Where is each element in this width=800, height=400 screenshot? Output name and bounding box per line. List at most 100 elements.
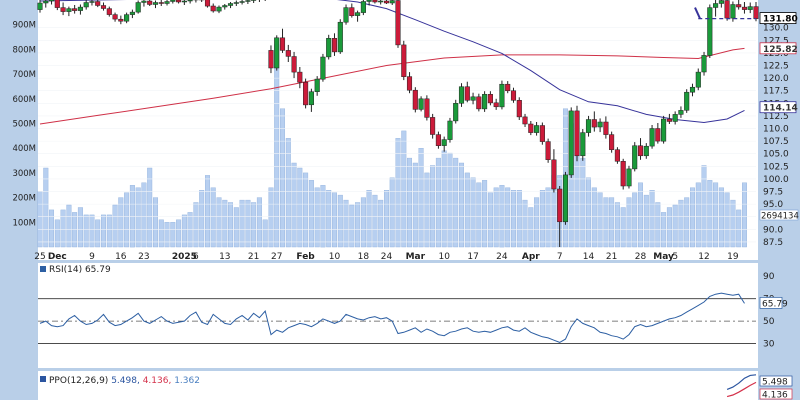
candle-body <box>603 121 609 135</box>
volume-bar <box>459 162 465 248</box>
candle-body <box>741 6 748 10</box>
volume-bar <box>453 157 459 248</box>
volume-bar <box>418 147 424 248</box>
candle-body <box>464 86 470 101</box>
candle-body <box>268 50 274 69</box>
candle-body <box>245 0 251 2</box>
candle-body <box>158 2 164 4</box>
rsi-panel-bg <box>38 263 758 368</box>
price-tick-label: 95.0 <box>763 200 783 210</box>
candle-body <box>562 174 569 223</box>
rsi-tick-label: 90 <box>763 272 775 282</box>
volume-bar <box>435 157 441 248</box>
volume-bar <box>395 138 401 248</box>
volume-bar <box>534 197 540 248</box>
x-axis-label: 21 <box>606 252 617 262</box>
x-axis-label: Dec <box>48 252 67 262</box>
volume-bar <box>384 189 390 248</box>
x-axis-label: 2025 <box>172 252 197 262</box>
candle-body <box>597 121 603 128</box>
price-tick-label: 127.5 <box>763 36 789 46</box>
candle-body <box>724 0 730 19</box>
volume-bar <box>332 192 338 248</box>
candle-body <box>534 125 540 133</box>
x-axis-label: 18 <box>358 252 370 262</box>
x-axis-label: 10 <box>438 252 450 262</box>
last-price-badge-box <box>759 12 797 25</box>
candle-body <box>522 116 528 125</box>
volume-bar <box>580 157 586 248</box>
ma-red-badge-box <box>759 42 797 55</box>
volume-tick-label: 700M <box>12 70 36 80</box>
x-axis-label: 25 <box>34 252 45 262</box>
x-axis-label: 14 <box>583 252 595 262</box>
candle-body <box>458 86 465 104</box>
ppo-signal-right-label: 4.136 <box>762 391 788 400</box>
volume-last-label: 2694134 <box>761 212 799 222</box>
volume-bar <box>256 197 262 248</box>
candle-body <box>314 78 320 92</box>
volume-bar <box>661 212 667 248</box>
ma-blue-badge-box <box>759 101 797 114</box>
volume-bar <box>245 199 251 248</box>
candle-body <box>499 83 505 108</box>
volume-bar <box>736 209 742 248</box>
candle-body <box>164 1 170 4</box>
price-tick-label: 100.0 <box>763 175 789 185</box>
volume-bar <box>291 162 297 248</box>
volume-bar <box>499 185 505 248</box>
x-axis-label: 6 <box>193 252 199 262</box>
volume-bar <box>268 187 274 248</box>
volume-bar <box>487 192 493 248</box>
candle-body <box>418 98 424 110</box>
volume-bar <box>695 182 701 248</box>
ppo-signal-right-box <box>759 388 793 400</box>
volume-bar <box>100 214 106 248</box>
candle-body <box>580 132 586 157</box>
volume-bar <box>360 197 366 248</box>
candle-body <box>568 110 574 176</box>
candle-body <box>66 8 72 12</box>
x-axis-label: 24 <box>496 252 508 262</box>
volume-bar <box>95 219 101 248</box>
volume-bar <box>516 189 522 248</box>
candle-body <box>54 0 60 8</box>
candle-body <box>251 0 257 1</box>
candle-body <box>118 18 124 22</box>
volume-bar <box>372 194 378 248</box>
candle-body <box>539 125 545 142</box>
candle-body <box>349 7 355 16</box>
candle-body <box>626 168 632 187</box>
candle-body <box>135 2 141 13</box>
ma-short-line <box>39 0 745 124</box>
volume-bar <box>326 189 332 248</box>
price-tick-label: 107.5 <box>763 137 789 147</box>
volume-bar <box>112 204 118 248</box>
candle-body <box>210 5 216 12</box>
candle-body <box>43 0 49 4</box>
volume-bar <box>303 172 309 248</box>
candle-body <box>557 188 563 223</box>
last-price-badge: 131.80 <box>763 15 798 25</box>
candle-body <box>37 2 43 10</box>
candle-body <box>233 2 239 4</box>
candle-body <box>424 98 430 118</box>
candle-body <box>48 0 55 2</box>
candle-body <box>689 86 696 93</box>
volume-tick-label: 800M <box>12 45 36 55</box>
volume-bar <box>37 191 43 248</box>
price-tick-label: 102.5 <box>763 162 789 172</box>
candle-body <box>372 0 378 3</box>
candle-body <box>632 145 638 170</box>
ppo-title: PPO(12,26,9) 5.498, 4.136, 1.362 <box>49 376 200 386</box>
price-tick-label: 87.5 <box>763 238 783 248</box>
ppo-panel: PPO(12,26,9) 5.498, 4.136, 1.362 5.498 4.1… <box>40 374 793 400</box>
candle-body <box>649 128 655 147</box>
ma-long-line <box>39 47 745 125</box>
volume-bar <box>280 108 286 248</box>
volume-bar <box>649 189 655 248</box>
candle-body <box>401 44 407 77</box>
candle-body <box>435 134 441 146</box>
candle-body <box>355 12 361 16</box>
